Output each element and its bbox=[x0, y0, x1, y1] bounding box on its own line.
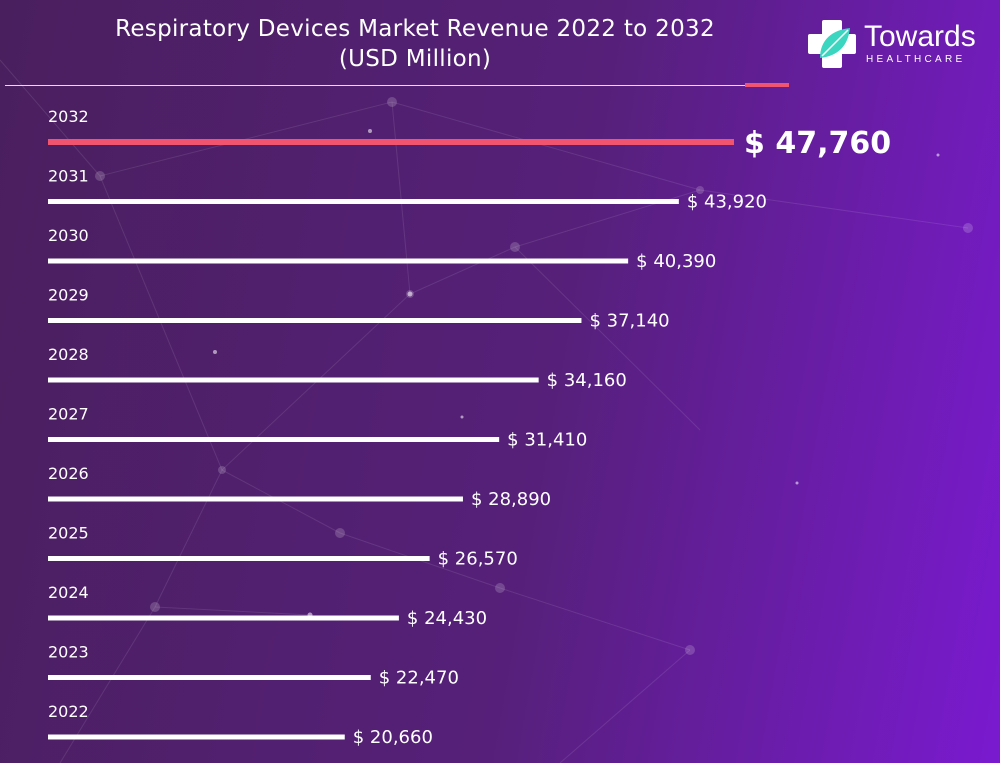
value-label-2029: $ 37,140 bbox=[589, 311, 669, 332]
bar-2025 bbox=[48, 556, 430, 561]
bar-2030 bbox=[48, 258, 629, 264]
value-label-2022: $ 20,660 bbox=[353, 727, 433, 748]
bar-2031 bbox=[48, 199, 679, 204]
value-label-2027: $ 31,410 bbox=[507, 430, 587, 451]
value-label-2023: $ 22,470 bbox=[379, 668, 459, 689]
chart-title: Respiratory Devices Market Revenue 2022 … bbox=[40, 14, 790, 74]
category-label-2025: 2025 bbox=[48, 524, 89, 543]
bar-2029 bbox=[48, 318, 582, 323]
value-label-2026: $ 28,890 bbox=[471, 489, 551, 510]
chart-title-line1: Respiratory Devices Market Revenue 2022 … bbox=[115, 16, 715, 42]
towards-healthcare-logo: Towards HEALTHCARE bbox=[806, 18, 986, 70]
value-label-2031: $ 43,920 bbox=[687, 192, 767, 213]
bar-2026 bbox=[48, 496, 463, 502]
value-label-2032: $ 47,760 bbox=[744, 126, 891, 161]
logo-name: Towards bbox=[864, 20, 976, 53]
category-label-2031: 2031 bbox=[48, 167, 89, 186]
bar-2027 bbox=[48, 437, 500, 442]
logo-subtitle: HEALTHCARE bbox=[866, 54, 966, 65]
category-label-2027: 2027 bbox=[48, 405, 89, 424]
bar-2024 bbox=[48, 615, 399, 621]
value-label-2028: $ 34,160 bbox=[547, 370, 627, 391]
category-label-2029: 2029 bbox=[48, 286, 89, 305]
medical-cross-icon bbox=[808, 20, 856, 68]
category-label-2024: 2024 bbox=[48, 583, 89, 602]
bar-2023 bbox=[48, 675, 371, 680]
category-label-2026: 2026 bbox=[48, 464, 89, 483]
category-label-2028: 2028 bbox=[48, 345, 89, 364]
category-label-2023: 2023 bbox=[48, 643, 89, 662]
value-label-2024: $ 24,430 bbox=[407, 608, 487, 629]
value-label-2025: $ 26,570 bbox=[438, 549, 518, 570]
category-label-2030: 2030 bbox=[48, 226, 89, 245]
title-divider bbox=[5, 85, 745, 86]
chart-title-line2: (USD Million) bbox=[338, 46, 492, 72]
bar-2022 bbox=[48, 734, 345, 740]
bar-2028 bbox=[48, 377, 539, 383]
title-accent-bar bbox=[745, 83, 789, 87]
bar-2032 bbox=[48, 139, 734, 145]
value-label-2030: $ 40,390 bbox=[636, 251, 716, 272]
category-label-2032: 2032 bbox=[48, 107, 89, 126]
category-label-2022: 2022 bbox=[48, 702, 89, 721]
